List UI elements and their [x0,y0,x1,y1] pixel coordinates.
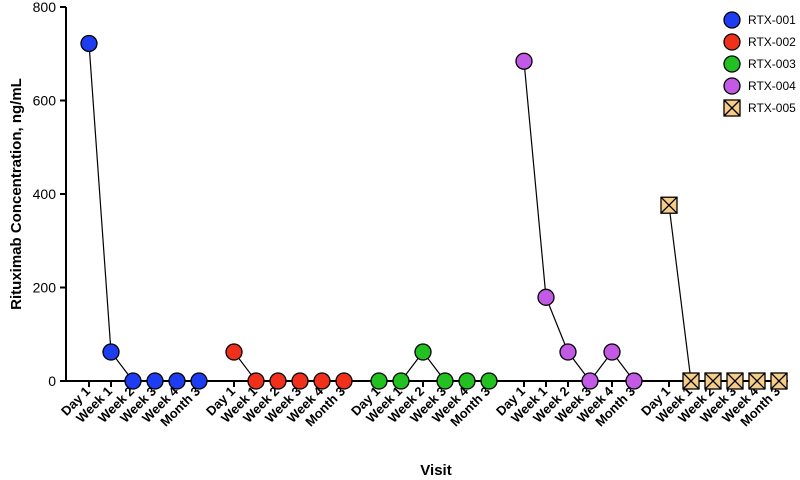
legend-label: RTX-003 [748,57,796,71]
data-point-cross [660,196,678,214]
legend-marker [723,11,741,29]
data-point-cross [682,372,700,390]
data-point [559,343,577,361]
legend-entry-rtx-004: RTX-004 [723,77,796,95]
data-point [124,372,142,390]
legend-label: RTX-002 [748,35,796,49]
data-point [458,372,476,390]
series-line [88,43,199,382]
data-point [225,343,243,361]
data-point [770,372,788,390]
data-point [660,196,678,214]
data-point [682,372,700,390]
data-point [291,372,309,390]
series-rtx-005 [660,196,788,390]
data-point [392,372,410,390]
data-point [269,372,287,390]
series-rtx-002 [225,343,353,390]
y-tick-label: 200 [33,280,57,296]
data-point [190,372,208,390]
y-axis-title: Rituximab Concentration, ng/mL [8,78,25,310]
data-point [704,372,722,390]
legend-marker [723,77,741,95]
series-rtx-004 [515,52,643,390]
data-point [370,372,388,390]
y-tick-label: 0 [48,373,56,389]
data-point-cross [748,372,766,390]
series-layer [80,34,788,390]
series-rtx-003 [370,343,498,390]
data-point [168,372,186,390]
legend-label: RTX-005 [748,101,796,115]
data-point-cross [704,372,722,390]
legend-entry-rtx-005: RTX-005 [723,99,796,117]
data-point [515,52,533,70]
legend: RTX-001 RTX-002 RTX-003 RTX-004 RTX-005 [723,11,796,117]
data-point [603,343,621,361]
data-point [625,372,643,390]
data-point [436,372,454,390]
data-point [480,372,498,390]
series-line [668,205,779,382]
data-point [726,372,744,390]
legend-marker [723,33,741,51]
legend-entry-rtx-001: RTX-001 [723,11,796,29]
y-tick-label: 600 [33,93,57,109]
data-point [102,343,120,361]
y-tick-label: 800 [33,0,57,15]
data-point-cross [770,372,788,390]
legend-entry-rtx-003: RTX-003 [723,55,796,73]
x-axis-title: Visit [420,462,451,479]
data-point [80,34,98,53]
y-tick-label: 400 [33,186,57,202]
legend-label: RTX-001 [748,13,796,27]
legend-marker [723,55,741,73]
data-point [247,372,265,390]
data-point [335,372,353,390]
series-rtx-001 [80,34,208,390]
legend-entry-rtx-002: RTX-002 [723,33,796,51]
series-line [523,61,635,382]
legend-marker-cross [723,99,741,117]
data-point [146,372,164,390]
data-point [581,372,599,390]
data-point [414,343,432,361]
data-point [313,372,331,390]
data-point [748,372,766,390]
data-point [537,288,555,306]
legend-label: RTX-004 [748,79,796,93]
data-point-cross [726,372,744,390]
